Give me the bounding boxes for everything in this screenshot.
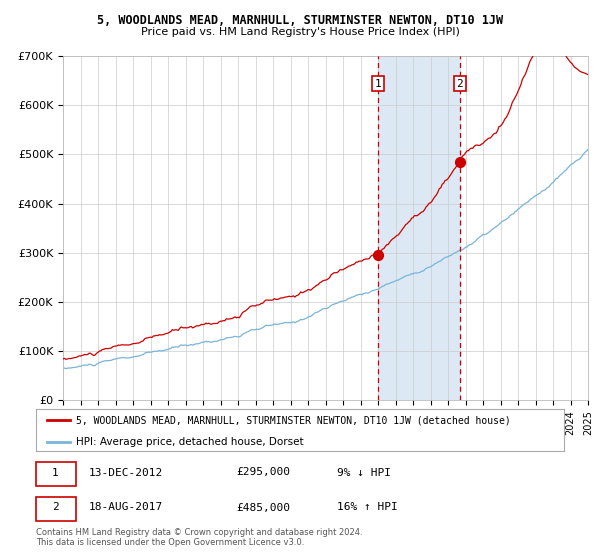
- Bar: [378, 56, 460, 400]
- Text: £485,000: £485,000: [236, 502, 290, 512]
- Text: 1: 1: [52, 468, 59, 478]
- Point: [373, 251, 383, 260]
- Text: HPI: Average price, detached house, Dorset: HPI: Average price, detached house, Dors…: [76, 437, 303, 446]
- Text: 1: 1: [374, 78, 382, 88]
- Text: Price paid vs. HM Land Registry's House Price Index (HPI): Price paid vs. HM Land Registry's House …: [140, 27, 460, 37]
- FancyBboxPatch shape: [36, 462, 76, 486]
- Text: Contains HM Land Registry data © Crown copyright and database right 2024.
This d: Contains HM Land Registry data © Crown c…: [36, 528, 362, 547]
- Text: 18-AUG-2017: 18-AUG-2017: [89, 502, 163, 512]
- Text: £295,000: £295,000: [236, 468, 290, 478]
- FancyBboxPatch shape: [36, 497, 76, 521]
- Text: 16% ↑ HPI: 16% ↑ HPI: [337, 502, 398, 512]
- Text: 13-DEC-2012: 13-DEC-2012: [89, 468, 163, 478]
- Point: [455, 157, 464, 166]
- Text: 5, WOODLANDS MEAD, MARNHULL, STURMINSTER NEWTON, DT10 1JW (detached house): 5, WOODLANDS MEAD, MARNHULL, STURMINSTER…: [76, 415, 511, 425]
- Text: 2: 2: [52, 502, 59, 512]
- Text: 2: 2: [456, 78, 463, 88]
- Text: 5, WOODLANDS MEAD, MARNHULL, STURMINSTER NEWTON, DT10 1JW: 5, WOODLANDS MEAD, MARNHULL, STURMINSTER…: [97, 14, 503, 27]
- Text: 9% ↓ HPI: 9% ↓ HPI: [337, 468, 391, 478]
